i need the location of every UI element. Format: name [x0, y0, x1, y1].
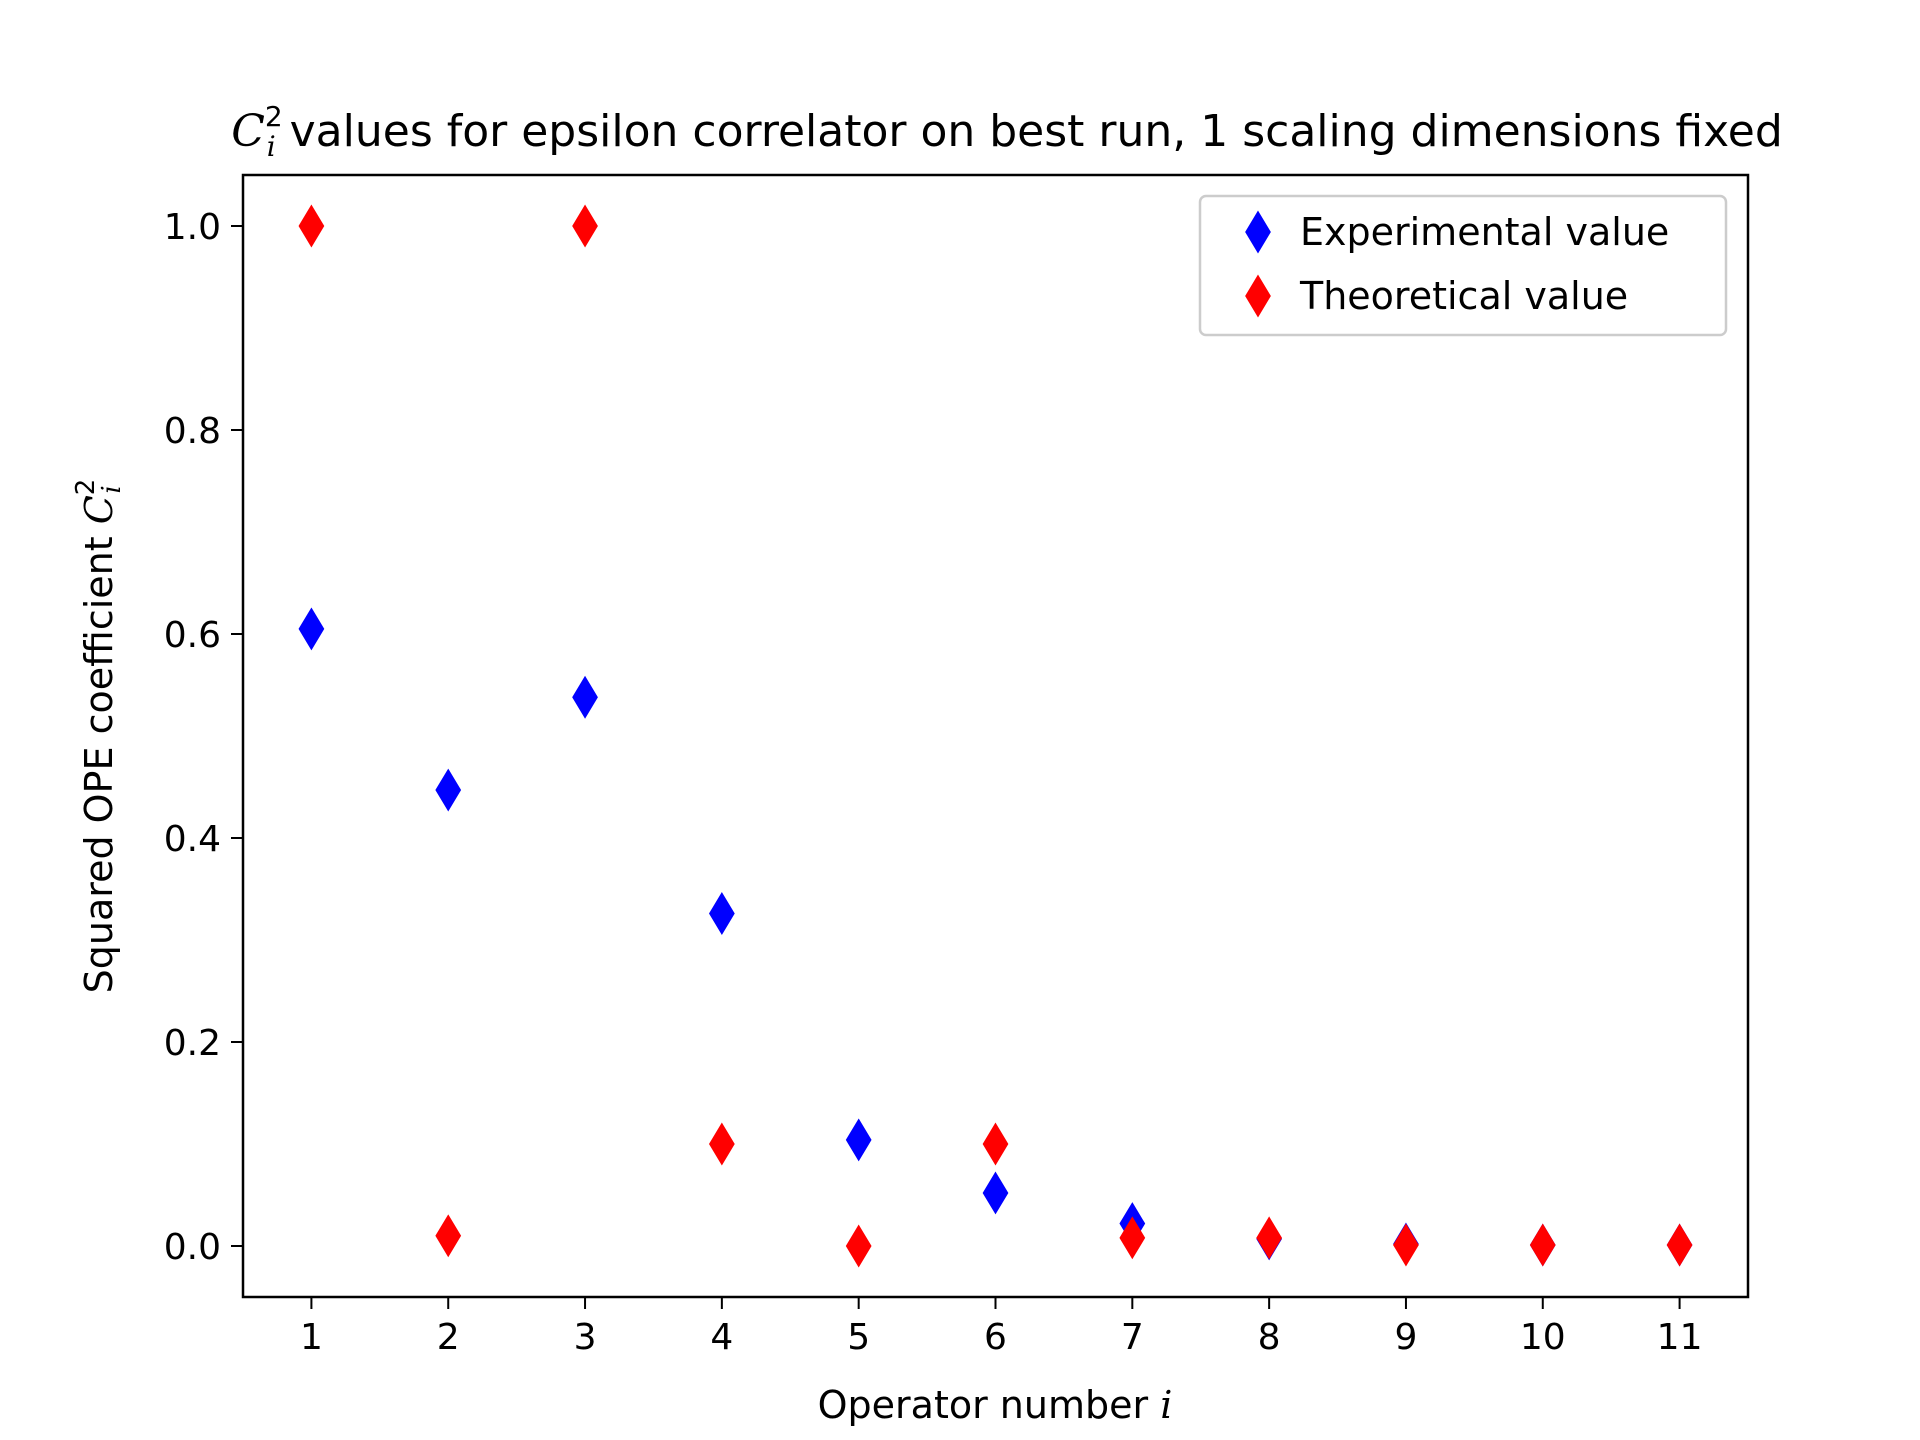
series-layer	[298, 204, 1693, 1268]
x-tick-label: 6	[984, 1317, 1007, 1358]
theoretical-point	[572, 204, 598, 248]
y-tick-label: 0.2	[164, 1023, 221, 1064]
experimental-point	[298, 607, 325, 651]
x-tick-label: 10	[1520, 1317, 1566, 1358]
x-tick-label: 11	[1657, 1317, 1703, 1358]
y-axis-label-superscript: 2	[71, 479, 101, 496]
y-axis-label-symbol: C	[77, 495, 121, 524]
x-tick-label: 4	[710, 1317, 733, 1358]
legend: Experimental value Theoretical value	[1198, 194, 1728, 337]
theoretical-point	[845, 1224, 872, 1268]
x-tick-label: 8	[1258, 1317, 1281, 1358]
x-axis-ticks: 1 2 3 4 5 6 7 8 9 10 11	[300, 1297, 1703, 1358]
theoretical-point	[1393, 1223, 1419, 1267]
y-tick-label: 1.0	[164, 207, 221, 248]
y-axis-ticks: 0.0 0.2 0.4 0.6 0.8 1.0	[164, 207, 243, 1268]
title-symbol: C	[231, 106, 265, 157]
legend-marker-experimental	[1245, 210, 1271, 254]
theoretical-point	[1256, 1216, 1283, 1260]
experimental-point	[435, 768, 462, 812]
title-subscript: i	[267, 130, 276, 163]
experimental-point	[845, 1118, 872, 1162]
theoretical-point	[708, 1122, 735, 1166]
legend-label-theoretical: Theoretical value	[1299, 274, 1628, 318]
title-text: values for epsilon correlator on best ru…	[276, 106, 1783, 157]
x-axis-label-math: i	[1160, 1383, 1172, 1427]
x-axis-label-text: Operator number	[818, 1383, 1161, 1427]
title-superscript: 2	[265, 100, 283, 133]
theoretical-point	[1529, 1223, 1556, 1267]
legend-label-experimental: Experimental value	[1300, 210, 1669, 254]
x-tick-label: 7	[1121, 1317, 1144, 1358]
x-axis-label: Operator number i	[818, 1383, 1173, 1427]
x-tick-label: 9	[1395, 1317, 1418, 1358]
x-tick-label: 3	[574, 1317, 597, 1358]
y-axis-label-subscript: i	[97, 485, 127, 493]
series-theoretical	[298, 204, 1693, 1268]
y-tick-label: 0.6	[164, 615, 221, 656]
chart-title: C2 i values for epsilon correlator on bes…	[231, 100, 1783, 163]
y-tick-label: 0.8	[164, 411, 221, 452]
y-tick-label: 0.0	[164, 1227, 221, 1268]
experimental-point	[572, 675, 598, 719]
theoretical-point	[298, 204, 325, 248]
theoretical-point	[1119, 1216, 1146, 1260]
experimental-point	[982, 1171, 1009, 1215]
theoretical-point	[982, 1122, 1009, 1166]
y-axis-label: Squared OPE coefficient C2i	[71, 479, 127, 994]
y-axis-label-text: Squared OPE coefficient	[77, 524, 121, 993]
experimental-point	[708, 892, 735, 935]
theoretical-point	[435, 1214, 462, 1258]
legend-marker-theoretical	[1245, 274, 1271, 318]
legend-entries: Experimental value Theoretical value	[1245, 210, 1669, 318]
y-tick-label: 0.4	[164, 819, 221, 860]
x-tick-label: 1	[300, 1317, 323, 1358]
x-tick-label: 5	[847, 1317, 870, 1358]
legend-box	[1198, 194, 1728, 337]
x-tick-label: 2	[437, 1317, 460, 1358]
theoretical-point	[1666, 1223, 1693, 1267]
series-experimental	[298, 607, 1693, 1267]
